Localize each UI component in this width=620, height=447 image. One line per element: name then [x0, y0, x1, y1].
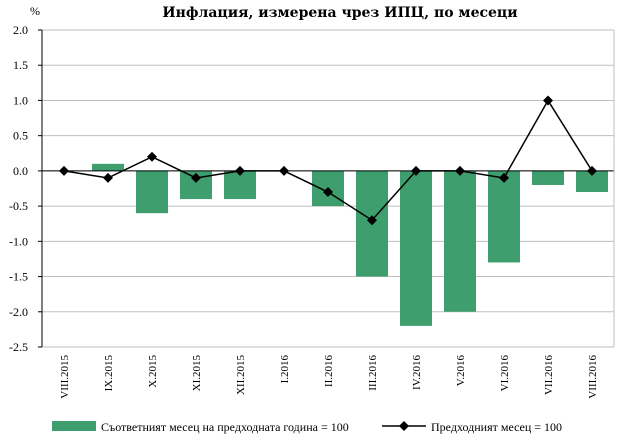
line-series — [59, 95, 597, 226]
legend: Съответният месец на предходната година … — [52, 420, 562, 434]
line-point-IV.2016 — [411, 165, 421, 176]
axes — [38, 29, 615, 348]
line-point-VIII.2016 — [587, 165, 597, 176]
x-tick-label: VIII.2015 — [59, 355, 71, 399]
x-tick-label: XII.2015 — [235, 355, 247, 396]
x-tick-label: XI.2015 — [191, 355, 203, 392]
x-tick-label: VI.2016 — [499, 355, 511, 392]
bar-VIII.2016 — [576, 170, 608, 193]
line-point-VII.2016 — [543, 95, 553, 106]
line-point-VIII.2015 — [59, 165, 69, 176]
y-tick-label: 2.0 — [13, 23, 28, 37]
y-tick-labels: 2.0 1.5 1.0 0.5 0.0 -0.5 -1.0 -1.5 -2.0 -2.5 — [9, 23, 28, 354]
line-point-III.2016 — [367, 215, 377, 226]
x-tick-label: VII.2016 — [543, 355, 555, 396]
x-tick-label: V.2016 — [455, 355, 467, 387]
line-point-VI.2016 — [499, 172, 509, 183]
bar-IX.2015 — [92, 163, 124, 171]
x-tick-label: X.2015 — [147, 355, 159, 388]
line-point-II.2016 — [323, 187, 333, 198]
line-point-XI.2015 — [191, 172, 201, 183]
x-tick-label: IV.2016 — [411, 355, 423, 390]
line-point-I.2016 — [279, 165, 289, 176]
bar-V.2016 — [444, 170, 476, 312]
line-point-XII.2015 — [235, 165, 245, 176]
y-tick-label: -2.0 — [9, 305, 28, 319]
line-point-X.2015 — [147, 151, 157, 162]
chart-title: Инфлация, измерена чрез ИПЦ, по месеци — [162, 5, 517, 21]
y-unit-label: % — [30, 4, 40, 18]
bar-IV.2016 — [400, 170, 432, 326]
y-tick-label: -1.0 — [9, 234, 28, 248]
x-tick-label: II.2016 — [323, 355, 335, 388]
bar-VII.2016 — [532, 170, 564, 185]
x-tick-label: III.2016 — [367, 355, 379, 391]
y-tick-label: 0.5 — [13, 129, 28, 143]
x-tick-label: I.2016 — [279, 355, 291, 384]
x-tick-label: VIII.2016 — [587, 355, 599, 399]
legend-bar-label: Съответният месец на предходната година … — [101, 420, 349, 434]
y-tick-label: 1.5 — [13, 58, 28, 72]
legend-line-label: Предходният месец = 100 — [431, 420, 562, 434]
x-tick-labels: VIII.2015 IX.2015 X.2015 XI.2015 XII.2015 I.2… — [59, 355, 599, 399]
y-tick-label: 0.0 — [13, 164, 28, 178]
legend-line-marker — [399, 421, 409, 431]
y-tick-label: -2.5 — [9, 340, 28, 354]
bar-series — [92, 163, 608, 326]
x-tick-label: IX.2015 — [103, 355, 115, 392]
bar-VI.2016 — [488, 170, 520, 263]
line-point-IX.2015 — [103, 172, 113, 183]
y-tick-label: -1.5 — [9, 270, 28, 284]
bar-X.2015 — [136, 170, 168, 214]
y-tick-label: 1.0 — [13, 93, 28, 107]
y-tick-label: -0.5 — [9, 199, 28, 213]
legend-bar-swatch — [52, 421, 96, 431]
line-point-V.2016 — [455, 165, 465, 176]
